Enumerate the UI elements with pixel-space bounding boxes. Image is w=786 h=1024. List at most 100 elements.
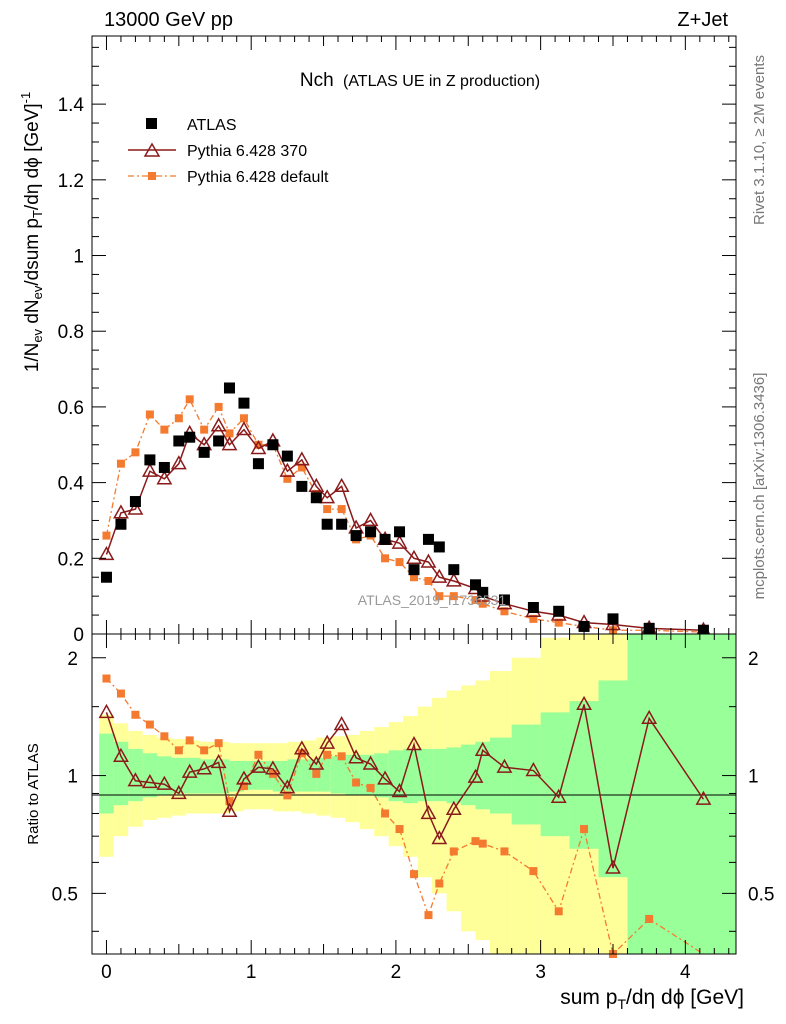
ratio-pythia370-point [641,709,658,725]
ratio-pythia-default-point [323,750,332,759]
band-inner-segment [99,733,114,814]
ratio-pythia370-point [264,760,281,775]
plot-title-main: Nch [300,70,334,91]
ratio-pythia-default-point [312,769,321,778]
legend-atlas-marker [146,118,157,129]
ratio-pythia370-point [420,804,437,820]
ratio-pythia-default-point [471,837,480,846]
pythia-default-point [529,614,538,623]
atlas-point [697,624,709,636]
pythia370-point [221,436,238,451]
band-inner-segment [461,744,476,806]
band-inner-segment [330,756,346,794]
ratio-pythia-default-point [174,746,183,755]
atlas-point [158,461,170,473]
ratio-pythia370-point [348,749,365,764]
ratio-xtick-label: 4 [680,962,691,983]
pythia-default-point [200,425,209,434]
pythia-default-point [283,474,292,483]
legend-pythia-default-marker [148,172,156,180]
ratio-pythia370-point [221,802,238,818]
band-inner-segment [627,634,736,954]
process-label: Z+Jet [677,9,728,31]
ratio-pythia370-point [127,772,144,787]
ratio-pythia370-point [431,830,448,845]
band-inner-segment [417,748,433,802]
atlas-point [336,518,348,530]
pythia370-point [250,440,267,455]
atlas-point [448,564,460,576]
ratio-pythia-default-point [131,710,140,719]
ratio-pythia-default-point [554,907,563,916]
ratio-pythia370-point [236,770,252,785]
pythia370-point [420,553,437,568]
ratio-pythia370-point [98,703,115,719]
ratio-xtick-label: 1 [246,962,257,983]
ratio-pythia370-point [362,755,379,770]
pythia-default-point [160,425,169,434]
ratio-pythia370-point [474,741,491,756]
ratio-pythia370-point [525,762,542,777]
band-inner-segment [432,748,447,802]
band-outer-segment [475,680,490,941]
atlas-point [115,518,127,530]
pythia370-point [210,417,227,432]
atlas-point [100,571,112,583]
atlas-point [365,526,377,538]
ratio-pythia370-point [550,788,567,803]
pythia-default-point [323,505,332,514]
pythia370-point [431,568,448,583]
ratio-pythia-default-point [352,778,361,787]
atlas-point [379,533,391,545]
main-ytick-label: 0.8 [58,322,84,343]
ratio-pythia-default-point [239,782,248,791]
band-inner-segment [598,680,628,878]
atlas-point [173,435,185,447]
ratio-ytick-label-right: 0.5 [748,884,774,905]
ratio-pythia370-point [333,716,350,731]
ratio-xtick-label: 3 [535,962,546,983]
ratio-pythia370-point [496,758,513,773]
ratio-pythia-default-point [366,783,375,792]
ratio-pythia-default-point [424,911,433,920]
ratio-pythia-default-point [145,720,154,729]
ratio-ytick-label-right: 2 [748,649,759,670]
main-ytick-label: 0.6 [58,398,84,419]
pythia370-point [141,462,158,477]
band-inner-segment [489,737,512,814]
ratio-pythia370-point [605,859,621,874]
ratio-pythia-default-point [254,750,263,759]
band-inner-segment [186,757,201,794]
ratio-pythia370-point [319,734,336,749]
main-ytick-label: 0.2 [58,549,84,570]
ratio-pythia-default-point [529,867,538,876]
ratio-pythia-default-point [645,915,654,924]
pythia-default-point [424,577,433,586]
atlas-point [553,605,565,617]
pythia-default-point [381,554,390,563]
pythia-default-point [214,402,223,411]
ratio-pythia370-point [279,779,296,794]
pythia-default-point [145,410,154,419]
pythia370-point [98,545,115,561]
ratio-pythia370-point [196,760,213,775]
pythia370-point [445,572,462,587]
main-ytick-label: 1 [73,247,84,268]
pythia-default-point [337,505,346,514]
atlas-point [184,431,196,443]
pythia-default-point [554,618,563,627]
ratio-pythia-default-point [410,870,418,879]
ratio-pythia370-point [293,740,310,755]
atlas-point [223,382,235,394]
pythia-default-point [395,558,404,567]
pythia-default-point [116,459,125,468]
ratio-pythia-default-point [102,674,111,683]
atlas-point [267,439,279,451]
band-inner-segment [403,748,418,804]
pythia370-point [406,549,422,564]
ratio-pythia-default-point [214,739,223,748]
atlas-point [350,530,362,542]
pythia370-point [293,451,310,466]
ratio-pythia370-point [377,770,393,785]
atlas-point [408,564,420,576]
